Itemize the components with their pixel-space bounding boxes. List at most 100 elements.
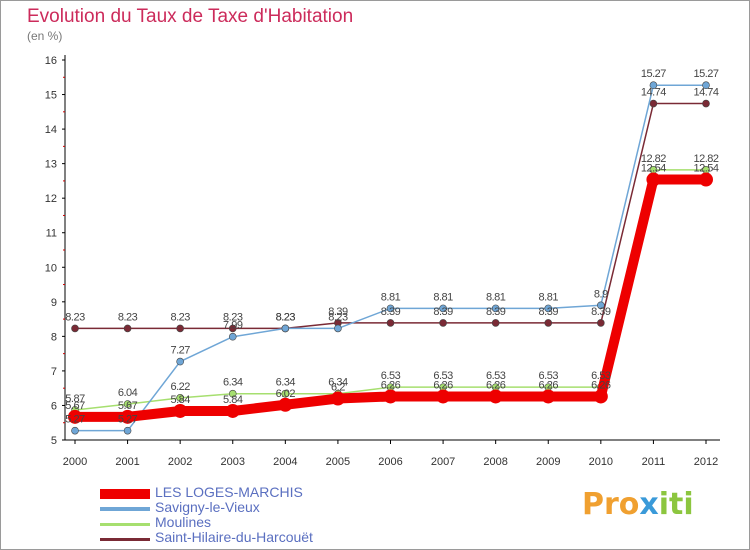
data-point	[330, 391, 345, 406]
data-label: 14.74	[693, 87, 718, 99]
data-point	[699, 172, 713, 187]
legend-label: Savigny-le-Vieux	[155, 499, 260, 515]
data-label: 6.26	[486, 379, 506, 391]
x-tick-label: 2012	[694, 456, 718, 468]
data-label: 8.39	[328, 306, 348, 318]
data-label: 6.02	[276, 388, 296, 400]
legend-swatch	[100, 489, 150, 499]
data-label: 6.26	[539, 379, 559, 391]
x-tick-label: 2005	[326, 456, 350, 468]
data-point	[173, 403, 188, 418]
data-label: 12.82	[641, 153, 666, 165]
data-point	[386, 319, 395, 327]
data-point	[491, 304, 500, 313]
x-tick-label: 2006	[378, 456, 402, 468]
data-label: 8.39	[486, 306, 506, 318]
brand-logo: Proxiti	[582, 487, 694, 522]
data-label: 8.23	[328, 311, 348, 323]
data-point	[488, 389, 503, 404]
data-point	[123, 426, 132, 435]
data-label: 8.23	[65, 311, 85, 323]
data-label: 6.34	[328, 377, 348, 389]
data-label: 6.34	[223, 377, 243, 389]
data-point	[436, 389, 451, 404]
data-point	[439, 304, 447, 313]
data-label: 6.34	[276, 377, 296, 389]
data-point	[225, 403, 240, 418]
data-label: 5.27	[118, 414, 138, 426]
data-point	[281, 324, 290, 333]
data-point	[71, 324, 79, 333]
legend-swatch	[100, 522, 150, 526]
data-label: 8.39	[591, 306, 611, 318]
data-point	[228, 332, 237, 341]
data-point	[281, 389, 290, 398]
data-label: 8.39	[433, 306, 453, 318]
data-label: 6.26	[381, 379, 401, 391]
y-tick-label: 15	[45, 90, 57, 102]
data-point	[120, 409, 135, 424]
x-tick-label: 2001	[115, 456, 139, 468]
brand-part-3: iti	[658, 487, 694, 522]
data-label: 6.53	[486, 370, 506, 382]
data-label: 6.53	[433, 370, 453, 382]
legend-label: Saint-Hilaire-du-Harcouët	[155, 529, 313, 545]
legend-label: Moulines	[155, 514, 212, 530]
data-point	[541, 389, 556, 404]
y-tick-label: 12	[45, 193, 57, 205]
data-label: 8.81	[433, 291, 453, 303]
data-label: 15.27	[641, 68, 666, 80]
data-label: 5.67	[118, 400, 138, 412]
x-tick-label: 2007	[431, 456, 455, 468]
legend-swatch	[100, 537, 150, 541]
data-point	[649, 99, 658, 108]
y-tick-label: 13	[45, 159, 57, 171]
data-point	[702, 99, 710, 108]
data-label: 6.53	[539, 370, 559, 382]
data-label: 5.84	[170, 394, 190, 406]
data-label: 15.27	[693, 68, 718, 80]
data-label: 5.27	[65, 414, 85, 426]
x-tick-label: 2004	[273, 456, 297, 468]
data-label: 5.84	[223, 394, 243, 406]
x-tick-label: 2008	[483, 456, 507, 468]
data-point	[68, 409, 82, 424]
y-tick-label: 9	[51, 297, 57, 309]
data-label: 6.2	[331, 382, 345, 394]
y-tick-label: 5	[51, 435, 57, 447]
y-tick-label: 6	[51, 400, 57, 412]
x-tick-label: 2003	[221, 456, 245, 468]
data-label: 7.27	[170, 345, 190, 357]
data-point	[702, 81, 710, 90]
data-label: 6.53	[381, 370, 401, 382]
data-point	[597, 301, 605, 310]
x-tick-label: 2002	[168, 456, 192, 468]
data-point	[491, 319, 500, 327]
data-point	[646, 172, 661, 187]
data-label: 8.23	[276, 311, 296, 323]
x-tick-label: 2011	[642, 456, 666, 468]
unit-label: (en %)	[27, 29, 63, 43]
data-point	[71, 426, 79, 435]
y-tick-label: 8	[51, 331, 57, 343]
data-point	[649, 81, 658, 90]
data-point	[228, 324, 237, 333]
data-label: 8.23	[118, 311, 138, 323]
data-label: 5.87	[65, 393, 85, 405]
data-label: 5.67	[65, 400, 85, 412]
data-label: 8.81	[381, 291, 401, 303]
data-point	[123, 400, 132, 408]
data-label: 8.39	[381, 306, 401, 318]
data-label: 8.9	[594, 288, 608, 300]
data-label: 12.54	[693, 163, 718, 175]
data-label: 8.23	[223, 311, 243, 323]
data-label: 8.23	[170, 311, 190, 323]
data-point	[597, 319, 605, 327]
data-label: 14.74	[641, 87, 666, 99]
data-label: 8.23	[276, 311, 296, 323]
data-point	[176, 394, 184, 402]
legend-swatch	[100, 507, 150, 511]
data-label: 8.81	[486, 291, 506, 303]
